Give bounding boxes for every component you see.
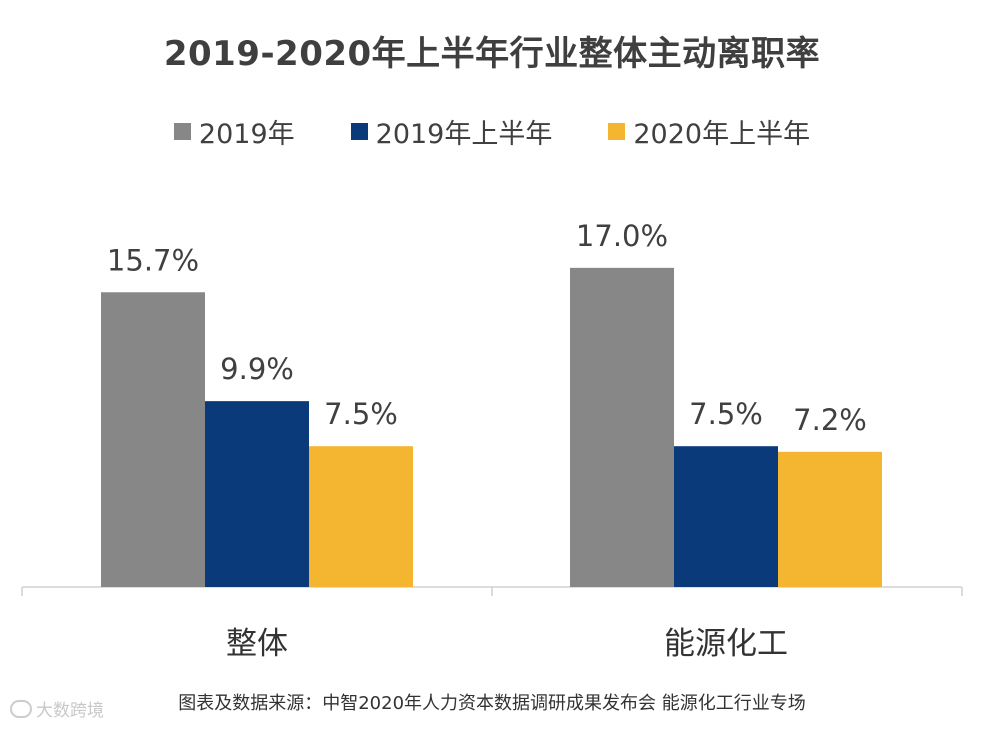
data-label-0-0: 15.7% [107, 243, 199, 277]
chart-title: 2019-2020年上半年行业整体主动离职率 [163, 34, 821, 74]
bar-0-1 [205, 401, 309, 587]
data-label-1-1: 7.5% [689, 397, 763, 431]
bar-1-2 [778, 451, 882, 587]
legend: 2019年 2019年上半年 2020年上半年 [0, 112, 984, 151]
legend-label-2020-h1: 2020年上半年 [633, 119, 811, 150]
legend-swatch-2019 [173, 123, 191, 140]
legend-swatch-2020-h1 [608, 123, 626, 140]
data-label-1-2: 7.2% [793, 403, 867, 437]
watermark: 大数跨境 [10, 696, 104, 721]
legend-swatch-2019-h1 [350, 123, 368, 140]
category-label-0: 整体 [226, 626, 288, 662]
data-label-1-0: 17.0% [576, 219, 668, 253]
legend-item-2020-h1: 2020年上半年 [608, 112, 810, 151]
bar-1-0 [570, 267, 674, 587]
bar-0-2 [309, 446, 413, 587]
bar-0-0 [101, 292, 205, 587]
data-label-0-2: 7.5% [324, 397, 398, 431]
legend-item-2019-h1: 2019年上半年 [350, 112, 553, 151]
data-label-0-1: 9.9% [220, 352, 294, 386]
source-note: 图表及数据来源：中智2020年人力资本数据调研成果发布会 能源化工行业专场 [178, 693, 806, 714]
legend-label-2019-h1: 2019年上半年 [375, 119, 553, 150]
logo-icon [10, 699, 32, 718]
watermark-text: 大数跨境 [36, 701, 104, 721]
legend-label-2019: 2019年 [198, 119, 295, 150]
category-label-1: 能源化工 [664, 626, 788, 662]
bar-1-1 [674, 446, 778, 587]
legend-item-2019: 2019年 [173, 112, 295, 151]
